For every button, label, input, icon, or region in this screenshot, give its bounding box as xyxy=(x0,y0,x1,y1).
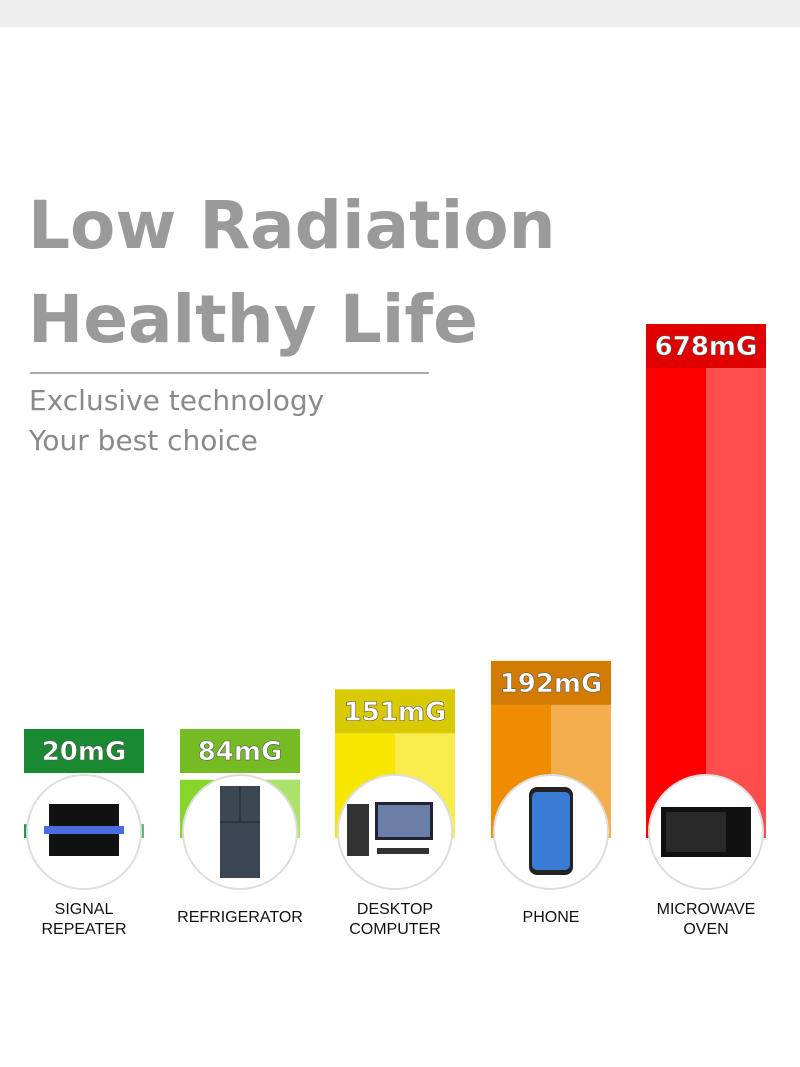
icon-shape xyxy=(666,812,726,852)
icon-shape xyxy=(377,848,429,854)
value-label: 20mG xyxy=(42,737,127,767)
value-label-shade xyxy=(646,324,766,368)
category-label-box: SIGNAL REPEATER xyxy=(41,901,127,938)
value-label-box xyxy=(491,660,611,705)
icon-shape xyxy=(378,805,430,837)
title-line: Low Radiation xyxy=(28,187,556,264)
icon xyxy=(347,802,433,856)
value-label: 192mG xyxy=(500,669,603,699)
category-label-box: MICROWAVE OVEN xyxy=(656,901,756,938)
value-label: 678mG xyxy=(655,332,758,362)
category-label: MICROWAVE OVEN xyxy=(656,901,756,938)
category-label-box: REFRIGERATOR xyxy=(177,909,303,926)
icon xyxy=(661,807,751,857)
category-label-box: PHONE xyxy=(522,909,580,926)
value-label-shade xyxy=(491,660,611,705)
value-label: 151mG xyxy=(344,697,447,727)
value-label-box xyxy=(335,689,455,734)
title-line: Healthy Life xyxy=(28,281,478,358)
value-label-shade xyxy=(24,729,144,773)
value-label-box xyxy=(646,324,766,368)
bar xyxy=(646,368,766,838)
top-strip xyxy=(0,0,800,27)
icon-shape xyxy=(532,792,570,870)
icon xyxy=(529,787,573,875)
icon xyxy=(44,804,124,856)
category-label: DESKTOP COMPUTER xyxy=(349,901,441,938)
subtitle-line: Your best choice xyxy=(28,424,258,457)
category-label: SIGNAL REPEATER xyxy=(41,901,127,938)
category-label-box: DESKTOP COMPUTER xyxy=(349,901,441,938)
value-label-box xyxy=(24,729,144,773)
icon-shape xyxy=(44,826,124,834)
value-label-box xyxy=(180,729,300,773)
value-label-shade xyxy=(335,689,455,734)
bar-highlight xyxy=(706,368,766,838)
category-label: REFRIGERATOR xyxy=(177,909,303,926)
subtitle-line: Exclusive technology xyxy=(29,384,324,417)
icon-shape xyxy=(347,804,369,856)
icon xyxy=(220,786,260,878)
value-label-shade xyxy=(180,729,300,773)
value-label: 84mG xyxy=(198,737,283,767)
category-label: PHONE xyxy=(522,909,580,926)
